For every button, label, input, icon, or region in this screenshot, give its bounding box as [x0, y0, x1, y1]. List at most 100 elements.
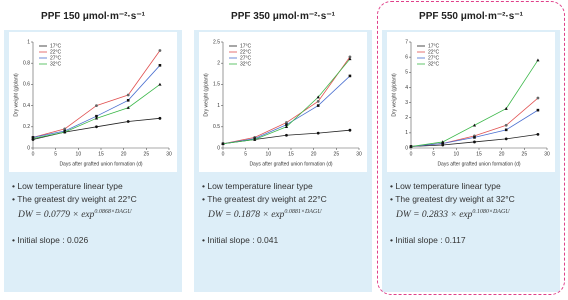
legend-label: 32°C [50, 61, 62, 67]
data-point [441, 142, 445, 145]
x-tick-label: 20 [499, 151, 505, 157]
note-text: Low temperature linear type [395, 181, 501, 191]
series-line [32, 117, 160, 140]
y-axis-label: Dry weight (g/plant) [13, 73, 19, 117]
y-tick-label: 2.5 [213, 39, 220, 45]
legend-label: 17°C [240, 43, 252, 49]
y-axis-label: Dry weight (g/plant) [391, 73, 397, 117]
data-point [284, 125, 289, 128]
equation: DW = 0.1878 × exp0.0881×DAGU [208, 206, 368, 222]
x-axis-label: Days after grafted union formation (d) [249, 161, 332, 167]
data-point [441, 140, 445, 144]
y-tick-label: 6 [405, 54, 408, 60]
panel: PPF 350 μmol·m⁻²·s⁻¹ 0 0.5 1 1.5 2 2.5 0 5 10 15 20… [194, 4, 372, 292]
note: • Low temperature linear type [202, 181, 313, 191]
data-point [472, 123, 477, 127]
slope: • Initial slope : 0.117 [390, 235, 466, 246]
y-tick-label: 1 [217, 103, 220, 109]
x-tick-label: 25 [522, 151, 528, 157]
note: • The greatest dry weight at 22°C [202, 194, 327, 204]
notes: • Low temperature linear type • The great… [12, 180, 178, 247]
equation-exponent: 0.1080×DAGU [472, 209, 510, 215]
notes: • Low temperature linear type • The great… [202, 180, 368, 247]
x-tick-label: 5 [244, 151, 247, 157]
panel-title: PPF 550 μmol·m⁻²·s⁻¹ [382, 4, 560, 30]
data-point [536, 108, 540, 112]
data-point [348, 57, 352, 61]
y-tick-label: 1 [27, 39, 30, 45]
x-tick-label: 25 [144, 151, 150, 157]
equation-main: DW = 0.0779 × exp [18, 210, 95, 221]
data-point [348, 128, 352, 132]
data-point [504, 106, 508, 110]
x-tick-label: 15 [476, 151, 482, 157]
data-point [63, 130, 67, 134]
data-point [221, 142, 225, 145]
equation-exponent: 0.0868×DAGU [94, 209, 132, 215]
series-line [222, 58, 351, 145]
data-point [126, 120, 130, 123]
note: • Low temperature linear type [12, 181, 123, 191]
panel: PPF 150 μmol·m⁻²·s⁻¹ 0 0.2 0.4 0.6 0.8 1 0 5 10 15… [4, 4, 182, 292]
equation: DW = 0.0779 × exp0.0868×DAGU [18, 206, 178, 222]
data-point [31, 136, 35, 140]
data-point [348, 74, 352, 78]
note-text: Low temperature linear type [207, 181, 313, 191]
legend-label: 22°C [240, 49, 252, 55]
x-tick-label: 5 [54, 151, 57, 157]
data-point [316, 131, 320, 135]
data-point [94, 116, 99, 120]
x-tick-label: 10 [266, 151, 272, 157]
note-text: The greatest dry weight at 22°C [207, 194, 327, 204]
chart: 0 0.5 1 1.5 2 2.5 0 5 10 15 20 25 30 Days after graft… [203, 39, 362, 167]
y-tick-label: 0 [27, 145, 30, 151]
equation-exponent: 0.0881×DAGU [284, 209, 322, 215]
data-point [158, 64, 162, 67]
y-tick-label: 0.5 [213, 124, 220, 130]
note: • The greatest dry weight at 32°C [390, 194, 515, 204]
legend-label: 27°C [428, 55, 440, 61]
x-tick-label: 20 [311, 151, 317, 157]
slope: • Initial slope : 0.041 [202, 235, 279, 246]
panel-title: PPF 350 μmol·m⁻²·s⁻¹ [194, 4, 372, 30]
y-tick-label: 7 [405, 39, 408, 45]
series-line [222, 129, 350, 145]
data-point [158, 82, 162, 86]
y-tick-label: 0.8 [23, 61, 30, 67]
x-tick-label: 30 [544, 151, 550, 157]
legend-label: 27°C [240, 55, 252, 61]
data-point [95, 104, 98, 107]
y-tick-label: 0 [217, 145, 220, 151]
x-tick-label: 30 [166, 151, 172, 157]
y-tick-label: 0 [405, 145, 408, 151]
data-point [473, 136, 476, 139]
legend-label: 17°C [428, 43, 440, 49]
data-point [316, 95, 320, 99]
data-point [126, 106, 130, 109]
data-point [536, 96, 540, 100]
data-point [348, 55, 352, 59]
note-text: The greatest dry weight at 22°C [17, 194, 137, 204]
data-point [473, 140, 476, 144]
slope-text: Initial slope : 0.041 [207, 235, 279, 246]
data-point [285, 121, 288, 124]
legend-label: 32°C [428, 61, 440, 67]
chart-box: 0 0.2 0.4 0.6 0.8 1 0 5 10 15 20 25 30 Days after gra… [9, 32, 177, 172]
note-text: The greatest dry weight at 32°C [395, 194, 515, 204]
x-axis-label: Days after grafted union formation (d) [437, 161, 520, 167]
data-point [285, 123, 288, 126]
slope-text: Initial slope : 0.026 [17, 235, 89, 246]
x-tick-label: 15 [288, 151, 294, 157]
data-point [126, 93, 130, 97]
chart-box: 0 0.5 1 1.5 2 2.5 0 5 10 15 20 25 30 Days after graft… [199, 32, 367, 172]
highlight-frame [377, 1, 565, 295]
data-point [316, 99, 320, 103]
y-tick-label: 0.6 [23, 82, 30, 88]
data-point [316, 104, 320, 107]
data-point [95, 114, 98, 118]
legend-label: 22°C [428, 49, 440, 55]
y-tick-label: 0.2 [23, 124, 30, 130]
chart-box: 0 1 2 3 4 5 6 7 0 5 10 15 20 25 30 Days after grafted u… [387, 32, 555, 172]
data-point [504, 137, 508, 141]
